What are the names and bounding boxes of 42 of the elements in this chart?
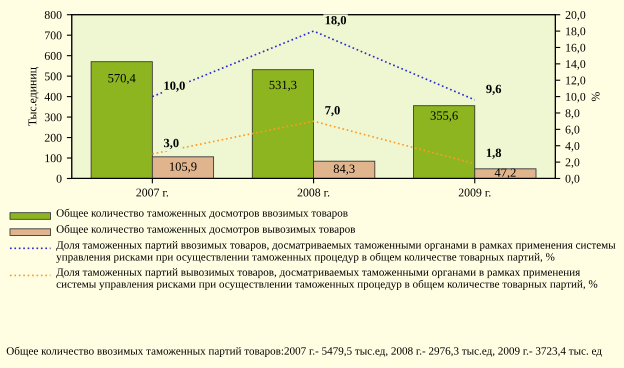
data-label: 355,6 [430, 111, 458, 122]
legend-label: Доля таможенных партий вывозимых товаров, досматриваемых таможенными органами в рамках применения системы управления рисками при осуществлении таможенных процедур в общем количестве товарных партий, % [56, 268, 598, 290]
y2-tick-label: 0,0 [566, 174, 580, 184]
data-label: 7,0 [325, 106, 340, 116]
x-tick-label: 2008 г. [298, 188, 330, 197]
y-tick-label: 500 [45, 72, 62, 80]
y2-tick-label: 8,0 [566, 109, 580, 119]
legend-label: Общее количество таможенных досмотров вывозимых товаров [56, 224, 356, 236]
data-label: 1,8 [486, 148, 502, 159]
y2-tick-label: 20,0 [566, 10, 586, 21]
y-tick-label: 700 [45, 31, 62, 40]
y2-tick-label: 4,0 [565, 142, 580, 152]
y-tick-label: 600 [44, 52, 62, 60]
y2-tick-label: 10,0 [566, 92, 586, 103]
data-label: 84,3 [334, 164, 355, 175]
legend-label: Общее количество таможенных досмотров ввозимых товаров [56, 208, 348, 219]
x-tick-label: 2009 г. [458, 188, 490, 197]
data-label: 570,4 [108, 74, 136, 84]
data-label: 105,9 [170, 162, 197, 173]
y2-tick-label: 18,0 [566, 27, 586, 38]
y-tick-label: 200 [44, 134, 62, 142]
y2-tick-label: 12,0 [566, 76, 586, 86]
data-label: 3,0 [164, 138, 179, 150]
y2-tick-label: 16,0 [566, 44, 586, 54]
y2-tick-label: 6,0 [566, 126, 580, 136]
legend-label: Доля таможенных партий ввозимых товаров, досматриваемых таможенными органами в рамках применения системы управления рисками при осуществлении таможенных процедур в общем количестве товарных партий, % [56, 241, 616, 263]
y2-tick-label: 14,0 [566, 60, 586, 70]
y2-tick-label: 2,0 [566, 158, 580, 168]
y-axis-title: Тыс.единиц [28, 67, 39, 126]
y-tick-label: 800 [44, 10, 62, 19]
text: Общее количество ввозимых таможенных партий товаров:2007 г.- 5479,5 тыс.ед, 2008 г.- 2976,3 тыс.ед, 2009 г.- 3723,4 тыс. ед [6, 346, 602, 357]
y-tick-label: 300 [44, 113, 62, 122]
y2-axis-title: % [592, 92, 600, 102]
y-tick-label: 0 [56, 174, 62, 183]
data-label: 531,3 [270, 80, 297, 91]
y-tick-label: 100 [45, 154, 62, 162]
data-label: 47,2 [494, 168, 516, 179]
x-tick-label: 2007 г. [136, 188, 168, 197]
data-label: 10,0 [164, 81, 185, 92]
data-label: 9,6 [486, 84, 502, 95]
y-tick-label: 400 [44, 92, 62, 101]
data-label: 18,0 [326, 16, 346, 26]
